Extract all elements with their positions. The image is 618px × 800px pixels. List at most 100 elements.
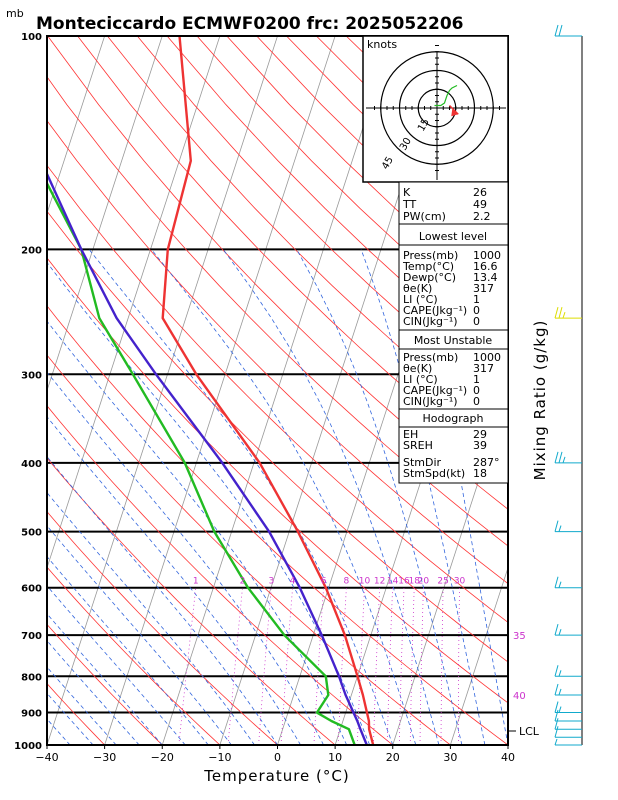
dry-adiabat-line xyxy=(47,354,451,745)
x-tick-label: 30 xyxy=(443,751,457,764)
lowest-level-header: Lowest level xyxy=(419,230,487,243)
index-value: 49 xyxy=(473,198,487,211)
mixing-ratio-label: 16 xyxy=(398,577,410,587)
hodograph-param-label: EH xyxy=(403,428,418,441)
dry-adiabat-line xyxy=(47,210,508,663)
mixing-ratio-label: 10 xyxy=(359,577,371,587)
dry-adiabat-line xyxy=(47,164,508,623)
storm-motion-vector xyxy=(448,104,459,115)
mixing-ratio-line xyxy=(457,587,460,745)
wind-barb xyxy=(554,718,582,730)
theta-e-label: 40 xyxy=(513,691,526,702)
wind-barb-flag xyxy=(554,665,559,677)
chart-title: Monteciccardo ECMWF0200 frc: 2025052206 xyxy=(36,14,464,34)
mixing-ratio-label: 25 xyxy=(437,577,448,587)
y-tick-label: 500 xyxy=(21,528,42,539)
indices-box xyxy=(398,181,509,225)
wind-barb-flag xyxy=(554,701,559,713)
lowest-level-value: 317 xyxy=(473,282,494,295)
hodograph-param-value: 39 xyxy=(473,439,487,452)
wind-barb xyxy=(554,451,582,464)
most-unstable-value: 317 xyxy=(473,362,494,375)
wind-barb-flag xyxy=(554,624,559,636)
lowest-level-box xyxy=(398,223,509,331)
isotherm-line xyxy=(47,36,163,392)
hodograph-param-label: StmDir xyxy=(403,456,442,469)
wind-barb-flag xyxy=(558,451,563,463)
lowest-level-value: 0 xyxy=(473,315,480,328)
index-value: 26 xyxy=(473,186,487,199)
wind-barb xyxy=(554,709,582,722)
x-axis-title: Temperature (°C) xyxy=(203,767,349,785)
wind-barb-flag xyxy=(558,307,563,319)
most-unstable-label: θe(K) xyxy=(403,362,432,375)
moist-adiabat-line xyxy=(47,640,140,745)
mixing-ratio-line xyxy=(280,587,293,745)
lowest-level-value: 16.6 xyxy=(473,260,498,273)
most-unstable-label: Press(mb) xyxy=(403,351,458,364)
index-value: 2.2 xyxy=(473,210,491,223)
lowest-level-label: Press(mb) xyxy=(403,249,458,262)
most-unstable-value: 0 xyxy=(473,395,480,408)
moist-adiabat-line xyxy=(47,666,117,745)
hodograph-rings xyxy=(366,45,506,180)
most-unstable-value: 1000 xyxy=(473,351,501,364)
wind-barb-flag xyxy=(562,456,566,464)
wind-barb xyxy=(554,726,582,738)
wind-barbs xyxy=(554,24,583,746)
mixing-ratio-label: 4 xyxy=(290,577,296,587)
wind-barb xyxy=(554,576,582,589)
wind-barb xyxy=(554,683,582,696)
wind-barb-flag xyxy=(558,581,562,588)
index-label: PW(cm) xyxy=(403,210,446,223)
dry-adiabat-line xyxy=(107,36,508,440)
storm-motion-arrowhead xyxy=(451,109,459,117)
moist-adiabat-line xyxy=(222,249,440,745)
lowest-level-value: 0 xyxy=(473,304,480,317)
y-tick-label: 1000 xyxy=(14,741,42,752)
dry-adiabat-line xyxy=(47,76,508,547)
most-unstable-panel: Most Unstable Press(mb) 1000 θe(K) 317 L… xyxy=(398,329,509,410)
x-tick-label: −10 xyxy=(208,751,231,764)
dry-adiabat-line xyxy=(47,457,336,745)
most-unstable-value: 1 xyxy=(473,373,480,386)
moist-adiabat-line xyxy=(88,249,394,745)
mixing-ratio-line xyxy=(337,587,347,745)
mixing-ratio-label: 2 xyxy=(240,577,246,587)
wind-barb xyxy=(554,24,582,37)
isotherm-line xyxy=(392,389,508,745)
wind-barb-flag xyxy=(554,726,559,738)
x-tick-label: −20 xyxy=(151,751,174,764)
index-label: K xyxy=(403,186,411,199)
hodograph-line xyxy=(434,84,458,107)
parcel-profile-line xyxy=(47,171,368,745)
wind-barb xyxy=(554,624,582,636)
lowest-level-panel: Lowest level Press(mb) 1000 Temp(°C) 16.… xyxy=(398,223,509,331)
lowest-level-label: CAPE(Jkg⁻¹) xyxy=(403,304,467,317)
dry-adiabat-line xyxy=(47,405,394,745)
lowest-level-value: 13.4 xyxy=(473,271,498,284)
wind-barb-flag xyxy=(558,670,562,677)
indices-panel: K 26 TT 49 PW(cm) 2.2 xyxy=(398,181,509,225)
lowest-level-label: CIN(Jkg⁻¹) xyxy=(403,315,458,328)
wind-barb-flag xyxy=(562,311,566,319)
hodograph-param-value: 29 xyxy=(473,428,487,441)
moist-adiabat-line xyxy=(47,585,186,745)
y-tick-label: 800 xyxy=(21,672,42,683)
hodograph-trace xyxy=(434,84,459,117)
y-tick-label: 400 xyxy=(21,459,42,470)
hodograph-params-panel: Hodograph EH 29 SREH 39 StmDir 287° StmS… xyxy=(398,408,509,484)
most-unstable-box xyxy=(398,329,509,410)
dry-adiabat-line xyxy=(47,36,508,510)
profiles xyxy=(47,36,375,745)
mixing-ratio-line xyxy=(373,587,380,745)
lowest-level-label: LI (°C) xyxy=(403,293,438,306)
y-tick-label: 900 xyxy=(21,709,42,720)
wind-barb-flag xyxy=(554,718,559,730)
hodograph-params-header: Hodograph xyxy=(423,412,484,425)
wind-barb-flag xyxy=(554,520,559,532)
index-label: TT xyxy=(402,198,417,211)
y-tick-label: 600 xyxy=(21,584,42,595)
temperature-profile-line xyxy=(161,36,375,745)
